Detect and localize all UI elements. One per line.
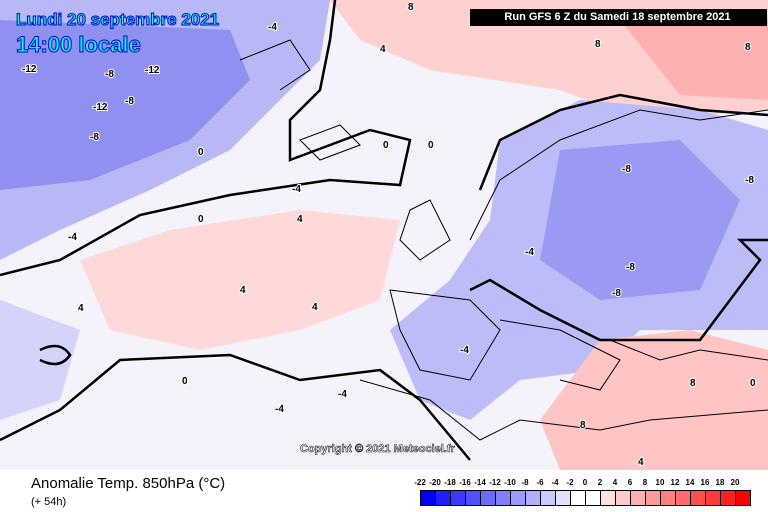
contour-label: -12 <box>22 64 37 75</box>
legend-label: 20 <box>730 478 740 487</box>
contour-label: -4 <box>292 184 301 195</box>
legend-swatch <box>571 491 586 505</box>
legend-swatch <box>511 491 526 505</box>
variable-name: Anomalie Temp. 850hPa (°C) <box>31 475 226 492</box>
cold-anomaly-europe-core <box>540 140 740 300</box>
contour-label: -4 <box>275 404 284 415</box>
warm-anomaly-atlantic <box>80 210 400 350</box>
cold-anomaly-core <box>0 20 250 190</box>
legend-swatch <box>481 491 496 505</box>
legend-swatch <box>601 491 616 505</box>
legend-swatch <box>616 491 631 505</box>
map-canvas: -12 -8 -12 -12 -8 -8 -4 0 -4 0 8 4 8 8 0… <box>0 0 768 470</box>
contour-label: 4 <box>380 44 386 55</box>
legend-swatch <box>706 491 721 505</box>
legend-swatch <box>556 491 571 505</box>
legend-swatch <box>421 491 436 505</box>
contour-label: 8 <box>745 42 751 53</box>
legend-swatch <box>436 491 451 505</box>
contour-label: -4 <box>338 389 347 400</box>
legend-swatch <box>646 491 661 505</box>
contour-label: 4 <box>638 457 644 468</box>
legend-labels: -22 -20 -18 -16 -14 -12 -10 -8 -6 -4 -2 0 2 4 6 8 10 12 14… <box>412 478 752 488</box>
contour-label: 8 <box>580 420 586 431</box>
contour-label: -8 <box>90 132 99 143</box>
color-legend <box>420 490 751 506</box>
legend-swatch <box>676 491 691 505</box>
contour-label: -12 <box>93 102 108 113</box>
legend-swatch <box>526 491 541 505</box>
legend-label: 6 <box>627 478 633 487</box>
legend-swatch <box>496 491 511 505</box>
legend-label: 4 <box>612 478 618 487</box>
warm-anomaly-turkey <box>540 330 768 470</box>
legend-label: -12 <box>489 478 501 487</box>
contour-label: 0 <box>198 214 204 225</box>
legend-label: 8 <box>642 478 648 487</box>
contour-label: 4 <box>240 285 246 296</box>
legend-label: -14 <box>474 478 486 487</box>
contour-label: -8 <box>745 175 754 186</box>
legend-swatch <box>451 491 466 505</box>
contour-label: 0 <box>750 378 756 389</box>
legend-label: 12 <box>670 478 680 487</box>
legend-label: -22 <box>414 478 426 487</box>
legend-label: -8 <box>521 478 529 487</box>
legend-swatch <box>541 491 556 505</box>
contour-label: 4 <box>297 214 303 225</box>
legend-label: 14 <box>685 478 695 487</box>
legend-swatch <box>586 491 601 505</box>
legend-label: -4 <box>551 478 559 487</box>
legend-label: -10 <box>504 478 516 487</box>
legend-label: -6 <box>536 478 544 487</box>
contour-label: -4 <box>460 345 469 356</box>
contour-label: 0 <box>198 147 204 158</box>
contour-label: -8 <box>622 164 631 175</box>
legend-swatch <box>466 491 481 505</box>
legend-swatch <box>661 491 676 505</box>
forecast-date: Lundi 20 septembre 2021 <box>15 10 220 29</box>
contour-label: -4 <box>268 22 277 33</box>
copyright: Copyright © 2021 Meteociel.fr <box>300 443 455 456</box>
legend-swatch <box>691 491 706 505</box>
contour-label: 8 <box>408 2 414 13</box>
contour-label: -8 <box>125 96 134 107</box>
legend-label: -18 <box>444 478 456 487</box>
coastlines <box>239 39 768 441</box>
contour-label: 4 <box>78 303 84 314</box>
run-info: Run GFS 6 Z du Samedi 18 septembre 2021 <box>470 9 767 27</box>
contour-label: 0 <box>428 140 434 151</box>
contour-label: -12 <box>145 65 160 76</box>
legend-label: 18 <box>715 478 725 487</box>
legend-label: 2 <box>597 478 603 487</box>
legend-swatch <box>736 491 750 505</box>
contour-label: 4 <box>312 302 318 313</box>
contour-label: 0 <box>182 376 188 387</box>
legend-label: 10 <box>655 478 665 487</box>
lead-time: (+ 54h) <box>31 496 67 508</box>
legend-swatch <box>631 491 646 505</box>
legend-label: 0 <box>582 478 588 487</box>
contour-label: 8 <box>595 39 601 50</box>
contour-label: 8 <box>690 378 696 389</box>
legend-label: 16 <box>700 478 710 487</box>
contour-label: -4 <box>68 232 77 243</box>
warm-anomaly-north-core <box>620 20 768 100</box>
legend-swatch <box>721 491 736 505</box>
forecast-time: 14:00 locale <box>16 32 142 57</box>
legend-label: -16 <box>459 478 471 487</box>
temperature-anomaly-map: -12 -8 -12 -12 -8 -8 -4 0 -4 0 8 4 8 8 0… <box>0 0 768 470</box>
contour-label: 0 <box>383 140 389 151</box>
legend-label: -20 <box>429 478 441 487</box>
zero-contour <box>0 0 768 461</box>
contour-labels: -12 -8 -12 -12 -8 -8 -4 0 -4 0 8 4 8 8 0… <box>21 1 757 469</box>
legend-label: -2 <box>566 478 574 487</box>
contour-label: -8 <box>105 69 114 80</box>
contour-label: -8 <box>626 262 635 273</box>
contour-label: -4 <box>525 247 534 258</box>
contour-label: -8 <box>612 288 621 299</box>
